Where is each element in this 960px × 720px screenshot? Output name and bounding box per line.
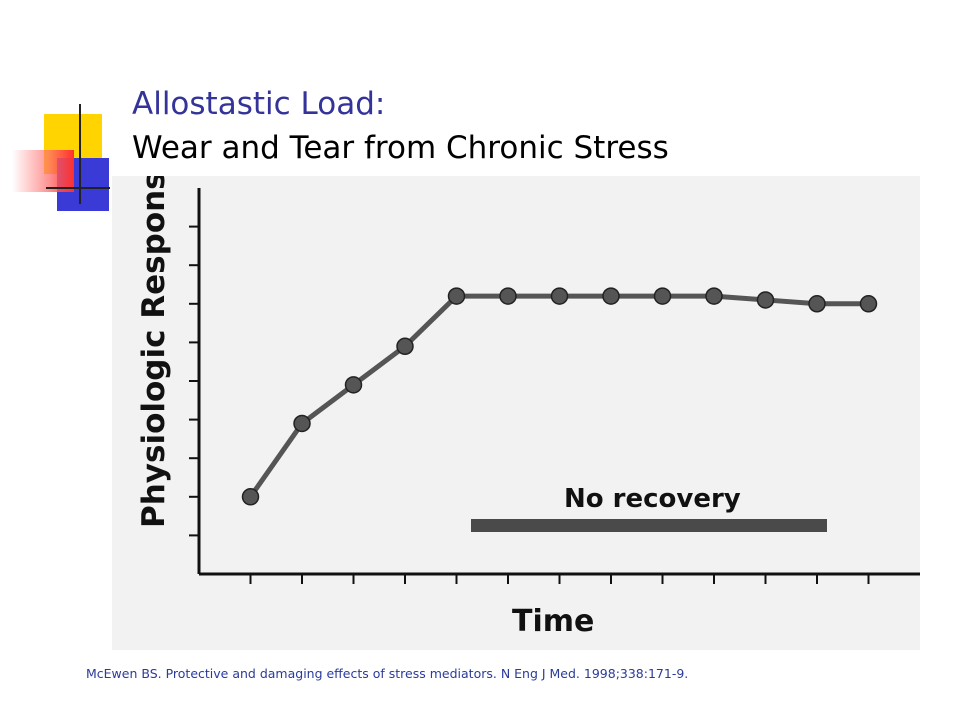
decor-horizontal-line [46,187,110,189]
data-point [499,287,517,305]
allostatic-load-chart: No recovery Physiologic Response Time [136,176,920,639]
decor-vertical-line [79,104,81,204]
x-axis-label: Time [512,604,594,639]
data-point [550,287,569,305]
slide-title-line1: Allostastic Load: [132,86,386,122]
chart-markers-layer [241,287,878,506]
no-recovery-bar [471,519,827,532]
decor-red-gradient [12,150,74,192]
data-point [859,295,878,313]
y-axis-label: Physiologic Response [136,176,172,528]
data-point [602,287,620,305]
chart-axes [189,188,920,584]
no-recovery-label: No recovery [564,484,741,514]
series-line [248,293,869,499]
data-point [653,287,672,305]
data-point [344,376,363,394]
chart-scan: No recovery Physiologic Response Time [112,176,920,650]
chart-series-layer [248,293,869,499]
slide-title-line2: Wear and Tear from Chronic Stress [132,130,669,166]
data-point [756,291,775,309]
data-point [241,488,260,506]
data-point [396,337,414,356]
data-point [808,295,826,313]
data-point [447,287,466,305]
data-point [293,414,311,433]
citation: McEwen BS. Protective and damaging effec… [86,666,689,681]
data-point [705,287,723,305]
